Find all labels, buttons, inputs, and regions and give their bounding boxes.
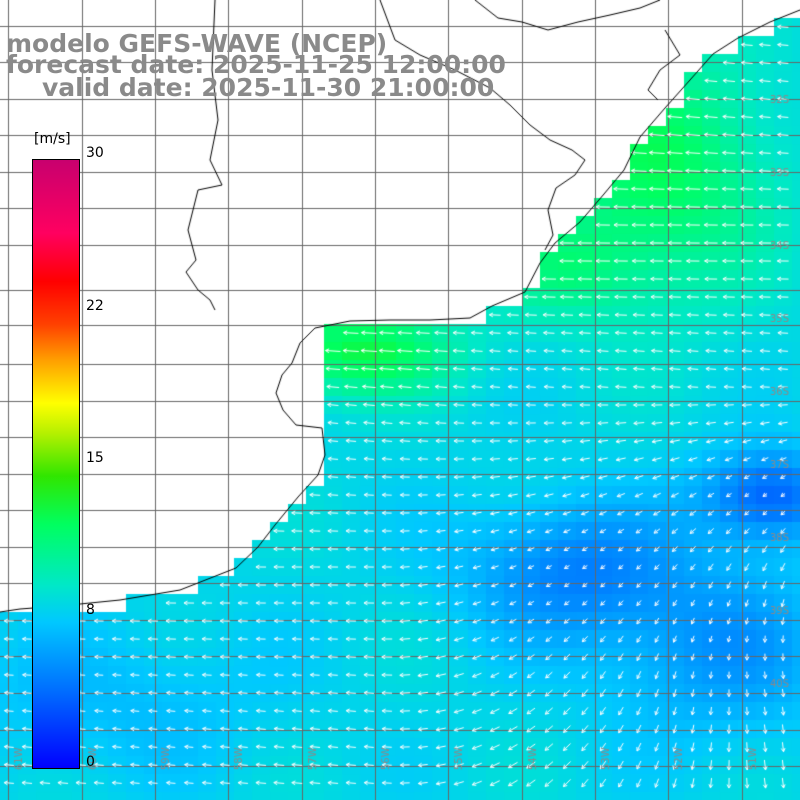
colorbar-tick: 22: [86, 298, 104, 314]
colorbar-tick: 8: [86, 602, 95, 618]
model-title: modelo GEFS-WAVE (NCEP): [6, 29, 388, 58]
colorbar-tick: 0: [86, 754, 95, 770]
colorbar-unit: [m/s]: [34, 131, 71, 147]
colorbar-tick: 15: [86, 450, 104, 466]
forecast-date: forecast date: 2025-11-25 12:00:00: [6, 50, 506, 79]
valid-date: valid date: 2025-11-30 21:00:00: [42, 73, 495, 102]
colorbar-tick: 30: [86, 145, 104, 161]
colorbar: [32, 159, 80, 769]
